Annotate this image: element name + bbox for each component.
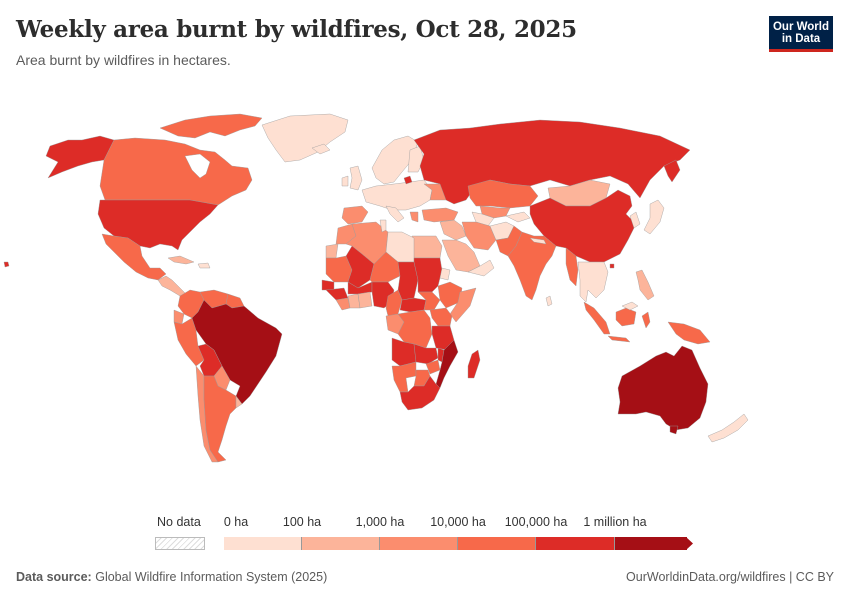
country-sudan[interactable] [413, 257, 443, 293]
country-papua-new-guinea[interactable] [667, 321, 711, 345]
country-central-america[interactable] [157, 275, 187, 297]
country-nepal[interactable] [529, 237, 547, 245]
country-sri-lanka[interactable] [545, 295, 553, 307]
country-mexico[interactable] [101, 233, 167, 281]
owid-logo[interactable]: Our World in Data [769, 16, 833, 52]
country-uruguay[interactable] [235, 395, 243, 409]
country-south-africa[interactable] [399, 375, 441, 411]
legend-bin-100-1000[interactable] [302, 537, 380, 550]
country-russia-kamchatka[interactable] [663, 159, 681, 183]
country-cuba[interactable] [167, 255, 195, 265]
country-turkey[interactable] [421, 207, 459, 223]
country-western-sahara[interactable] [325, 243, 339, 259]
country-argentina[interactable] [203, 375, 237, 463]
footer-url[interactable]: OurWorldinData.org/wildfires | CC BY [626, 570, 834, 584]
country-madagascar[interactable] [467, 349, 481, 379]
country-chad[interactable] [397, 261, 419, 301]
legend-label-1000: 1,000 ha [355, 515, 405, 529]
country-belarus[interactable] [403, 175, 413, 185]
country-korea[interactable] [629, 211, 641, 229]
country-eritrea[interactable] [439, 267, 451, 281]
country-egypt[interactable] [411, 235, 443, 259]
country-japan[interactable] [643, 199, 665, 235]
country-australia-tasmania[interactable] [669, 425, 679, 435]
country-sierra-leone-liberia[interactable] [335, 297, 351, 311]
country-spain[interactable] [341, 205, 369, 225]
country-central-african-republic[interactable] [399, 297, 427, 313]
country-uganda-kenya[interactable] [429, 307, 453, 327]
legend-bin-10000-100000[interactable] [458, 537, 536, 550]
country-hainan[interactable] [609, 263, 615, 269]
country-namibia[interactable] [391, 361, 417, 393]
legend-label-0: 0 ha [223, 515, 249, 529]
country-ghana-togo[interactable] [357, 291, 373, 309]
country-usa-hawaii[interactable] [3, 261, 10, 268]
country-western-europe[interactable] [361, 179, 433, 211]
country-greenland[interactable] [261, 113, 349, 163]
country-myanmar[interactable] [565, 247, 579, 287]
legend-bin-100000-1m[interactable] [536, 537, 615, 550]
country-kyrgyz-tajik[interactable] [505, 211, 531, 223]
legend-bin-1000-10000[interactable] [380, 537, 458, 550]
footer-source: Data source: Global Wildfire Information… [16, 570, 327, 584]
country-new-zealand[interactable] [707, 413, 749, 443]
country-hispaniola[interactable] [197, 262, 211, 269]
legend-bin-0-100[interactable] [224, 537, 302, 550]
legend-arrow-icon [686, 537, 693, 550]
country-canada[interactable] [99, 137, 253, 206]
legend: No data 0 ha 100 ha 1,000 ha 10,000 ha 1… [0, 515, 850, 555]
legend-label-10000: 10,000 ha [430, 515, 486, 529]
legend-label-1million: 1 million ha [583, 515, 647, 529]
country-philippines[interactable] [635, 269, 655, 301]
world-map[interactable] [0, 90, 850, 490]
country-senegal[interactable] [321, 279, 335, 291]
country-malaysia-borneo[interactable] [621, 301, 639, 311]
logo-line-2: in Data [781, 33, 821, 45]
logo-line-1: Our World [772, 21, 829, 33]
country-niger[interactable] [369, 251, 401, 283]
country-usa[interactable] [97, 199, 219, 251]
country-yemen-oman[interactable] [467, 259, 495, 277]
country-australia[interactable] [617, 345, 709, 431]
country-mainland-se-asia[interactable] [577, 261, 609, 303]
country-uk[interactable] [349, 165, 363, 191]
country-greece[interactable] [409, 211, 419, 223]
country-guinea[interactable] [325, 287, 349, 301]
legend-label-100000: 100,000 ha [504, 515, 568, 529]
country-ireland[interactable] [341, 175, 349, 187]
country-iran[interactable] [461, 221, 497, 251]
chart-title: Weekly area burnt by wildfires, Oct 28, … [16, 16, 577, 43]
country-italy-balkans[interactable] [385, 205, 405, 223]
legend-bin-over-1m[interactable] [615, 537, 687, 550]
country-somalia[interactable] [449, 287, 477, 323]
legend-label-100: 100 ha [282, 515, 322, 529]
country-india[interactable] [507, 231, 557, 301]
country-sulawesi[interactable] [641, 311, 651, 329]
source-value[interactable]: Global Wildfire Information System (2025… [95, 570, 328, 584]
country-java[interactable] [607, 335, 631, 343]
country-borneo[interactable] [615, 307, 637, 327]
country-tunisia[interactable] [379, 219, 387, 233]
country-iceland[interactable] [311, 143, 331, 155]
country-mozambique[interactable] [435, 339, 459, 389]
legend-no-data-label: No data [157, 515, 201, 529]
legend-no-data-swatch[interactable] [155, 537, 205, 550]
source-label: Data source: [16, 570, 92, 584]
country-usa-alaska[interactable] [45, 135, 115, 179]
country-zimbabwe[interactable] [425, 359, 441, 375]
country-canada-islands[interactable] [159, 113, 263, 139]
chart-subtitle: Area burnt by wildfires in hectares. [16, 52, 231, 68]
country-sumatra[interactable] [583, 301, 611, 335]
